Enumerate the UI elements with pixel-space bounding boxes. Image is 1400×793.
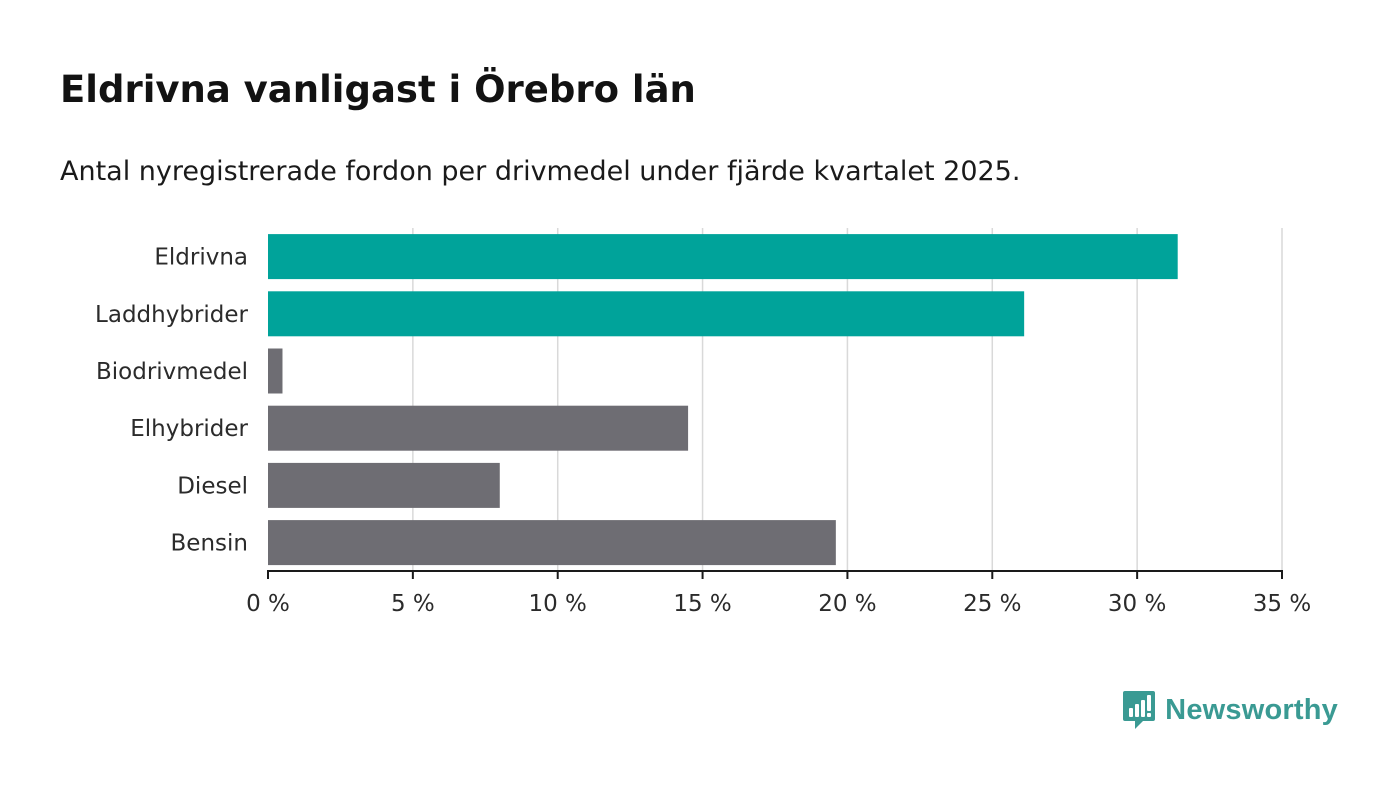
- bar-eldrivna: [268, 234, 1178, 280]
- bar-chart-speech-bubble-icon: [1123, 691, 1156, 729]
- category-label: Eldrivna: [154, 245, 248, 271]
- category-label: Diesel: [177, 473, 248, 499]
- bar-chart: Eldrivna Laddhybrider Biodrivmedel Elhybrid…: [95, 228, 1311, 617]
- grid-lines: [412, 228, 1283, 570]
- x-tick-label: 25 %: [963, 591, 1021, 617]
- category-label: Laddhybrider: [95, 302, 248, 328]
- newsworthy-logo: Newsworthy: [1122, 690, 1338, 730]
- bar-bensin: [268, 520, 836, 566]
- category-label: Elhybrider: [130, 416, 248, 442]
- x-tick-label: 10 %: [528, 591, 586, 617]
- chart-subtitle: Antal nyregistrerade fordon per drivmede…: [60, 156, 1021, 187]
- chart-title: Eldrivna vanligast i Örebro län: [60, 68, 696, 111]
- bars: [268, 234, 1178, 566]
- category-label: Bensin: [171, 531, 248, 557]
- brand-name: Newsworthy: [1165, 693, 1338, 726]
- bar-laddhybrider: [268, 291, 1025, 337]
- bar-elhybrider: [268, 405, 689, 451]
- bar-diesel: [268, 462, 500, 508]
- bar-biodrivmedel: [268, 348, 283, 394]
- x-tick-label: 20 %: [818, 591, 876, 617]
- x-tick-label: 15 %: [673, 591, 731, 617]
- category-labels: Eldrivna Laddhybrider Biodrivmedel Elhybrid…: [95, 245, 248, 557]
- x-tick-label: 0 %: [246, 591, 290, 617]
- x-tick-label: 35 %: [1253, 591, 1311, 617]
- category-label: Biodrivmedel: [96, 359, 248, 385]
- x-axis: 0 % 5 % 10 % 15 % 20 % 25 % 30 % 35 %: [246, 570, 1311, 617]
- x-tick-label: 30 %: [1108, 591, 1166, 617]
- x-tick-label: 5 %: [391, 591, 435, 617]
